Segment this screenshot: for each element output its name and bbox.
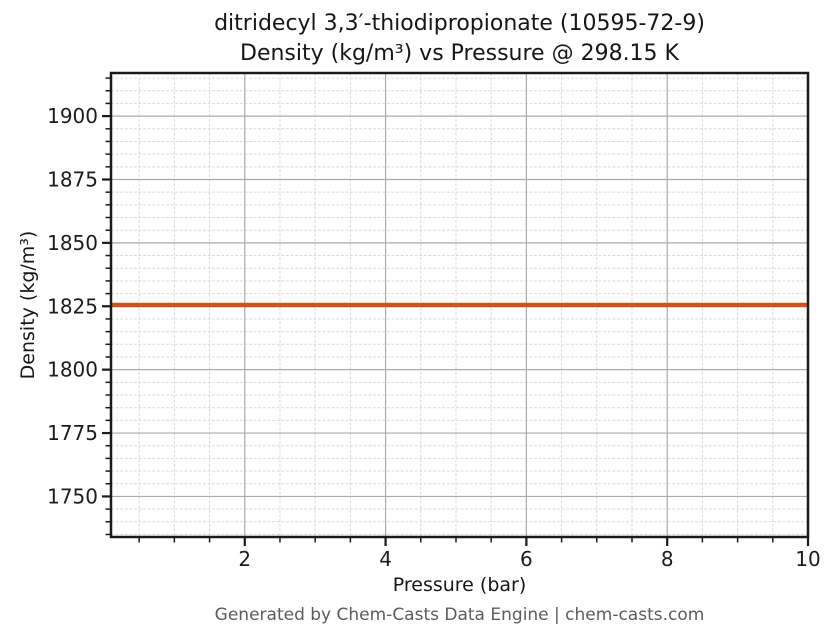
- x-tick-label: 2: [238, 547, 251, 571]
- x-tick-labels: 2 4 6 8 10: [238, 547, 820, 571]
- y-tick-label: 1875: [47, 167, 98, 191]
- y-tick-label: 1775: [47, 421, 98, 445]
- y-tick-label: 1800: [47, 358, 98, 382]
- x-tick-label: 4: [379, 547, 392, 571]
- chart-title: ditridecyl 3,3′-thiodipropionate (10595-…: [111, 9, 808, 69]
- y-tick-label: 1850: [47, 231, 98, 255]
- footer-credit: Generated by Chem-Casts Data Engine | ch…: [214, 605, 705, 625]
- chart-title-line2: Density (kg/m³) vs Pressure @ 298.15 K: [240, 41, 679, 66]
- y-tick-label: 1825: [47, 294, 98, 318]
- chart-title-line1: ditridecyl 3,3′-thiodipropionate (10595-…: [214, 11, 705, 36]
- x-tick-label: 10: [795, 547, 820, 571]
- plot-border: [109, 71, 810, 539]
- y-tick-labels: 1750 1775 1800 1825 1850 1875 1900: [47, 104, 98, 508]
- axes-spines: [109, 71, 810, 539]
- axis-ticks: [102, 77, 810, 546]
- y-tick-label: 1900: [47, 104, 98, 128]
- x-axis-label: Pressure (bar): [392, 574, 527, 596]
- x-tick-label: 6: [520, 547, 533, 571]
- x-tick-label: 8: [661, 547, 674, 571]
- y-axis-label: Density (kg/m³): [17, 230, 39, 380]
- y-tick-label: 1750: [47, 484, 98, 508]
